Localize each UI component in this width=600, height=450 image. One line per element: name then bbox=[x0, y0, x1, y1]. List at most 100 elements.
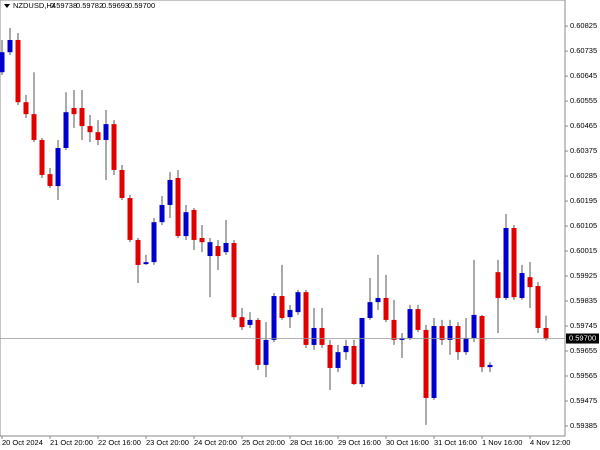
candle-body bbox=[503, 227, 509, 298]
y-tick-label: 0.60825 bbox=[570, 21, 597, 30]
candle-body bbox=[71, 108, 77, 115]
candle-body bbox=[335, 352, 341, 368]
candle-body bbox=[95, 132, 101, 140]
x-tick-label: 24 Oct 20:00 bbox=[194, 438, 237, 447]
candle-body bbox=[375, 297, 381, 303]
candle-body bbox=[103, 124, 109, 140]
y-tick-label: 0.59475 bbox=[570, 396, 597, 405]
candle-body bbox=[439, 326, 445, 340]
plot-frame bbox=[0, 0, 566, 437]
candle-body bbox=[183, 212, 189, 237]
x-tick-label: 25 Oct 20:00 bbox=[242, 438, 285, 447]
y-tick-label: 0.59925 bbox=[570, 271, 597, 280]
y-tick-label: 0.60645 bbox=[570, 71, 597, 80]
candle-body bbox=[399, 337, 405, 340]
candle-body bbox=[223, 242, 229, 253]
candle-body bbox=[239, 317, 245, 328]
candle-body bbox=[39, 139, 45, 175]
candle-body bbox=[431, 326, 437, 398]
y-tick-label: 0.60195 bbox=[570, 196, 597, 205]
y-tick-label: 0.60735 bbox=[570, 46, 597, 55]
candle-body bbox=[7, 39, 13, 53]
candle-body bbox=[343, 346, 349, 353]
candle-body bbox=[455, 326, 461, 353]
candle-body bbox=[263, 339, 269, 365]
candle-body bbox=[295, 292, 301, 313]
candle-body bbox=[463, 337, 469, 353]
candle-body bbox=[279, 296, 285, 318]
candle-body bbox=[175, 178, 181, 237]
candle-body bbox=[167, 179, 173, 205]
candle-body bbox=[407, 309, 413, 338]
candle-body bbox=[55, 148, 61, 187]
x-tick-label: 1 Nov 16:00 bbox=[482, 438, 522, 447]
x-tick-label: 29 Oct 16:00 bbox=[338, 438, 381, 447]
candle-body bbox=[351, 346, 357, 385]
candle-body bbox=[47, 174, 53, 187]
candle-body bbox=[23, 102, 29, 115]
x-tick-label: 31 Oct 16:00 bbox=[434, 438, 477, 447]
candle-body bbox=[63, 112, 69, 149]
candle-body bbox=[519, 272, 525, 298]
candle-body bbox=[303, 292, 309, 345]
candle-body bbox=[199, 237, 205, 243]
y-tick-label: 0.59655 bbox=[570, 346, 597, 355]
y-tick-label: 0.60105 bbox=[570, 221, 597, 230]
candle-body bbox=[159, 204, 165, 223]
candle-body bbox=[415, 309, 421, 330]
candle-body bbox=[215, 246, 221, 257]
candle-body bbox=[447, 326, 453, 340]
x-tick-label: 20 Oct 2024 bbox=[2, 438, 43, 447]
candle-body bbox=[287, 309, 293, 318]
candle-body bbox=[207, 242, 213, 257]
y-tick-label: 0.59565 bbox=[570, 371, 597, 380]
x-tick-label: 4 Nov 12:00 bbox=[530, 438, 570, 447]
header-low: 0.59693 bbox=[102, 1, 129, 10]
candle-body bbox=[31, 114, 37, 140]
candle-body bbox=[319, 327, 325, 345]
y-tick-label: 0.60375 bbox=[570, 146, 597, 155]
candle-body bbox=[383, 297, 389, 320]
menu-arrow[interactable] bbox=[4, 4, 10, 8]
x-tick-label: 28 Oct 16:00 bbox=[290, 438, 333, 447]
candle-body bbox=[127, 198, 133, 240]
symbol: NZDUSD,H4 bbox=[13, 1, 56, 10]
candle-body bbox=[423, 329, 429, 398]
x-tick-label: 21 Oct 20:00 bbox=[50, 438, 93, 447]
candle-body bbox=[79, 108, 85, 127]
candle-body bbox=[111, 124, 117, 170]
candle-body bbox=[231, 242, 237, 318]
y-tick-label: 0.60285 bbox=[570, 171, 597, 180]
y-tick-label: 0.59745 bbox=[570, 321, 597, 330]
candle-body bbox=[495, 272, 501, 298]
current-price-label: 0.59700 bbox=[569, 334, 596, 343]
candle-body bbox=[527, 277, 533, 288]
y-tick-label: 0.60555 bbox=[570, 96, 597, 105]
candle-body bbox=[543, 327, 549, 339]
y-tick-label: 0.59835 bbox=[570, 296, 597, 305]
x-tick-label: 22 Oct 16:00 bbox=[98, 438, 141, 447]
header-open: 0.59738 bbox=[50, 1, 77, 10]
x-tick-label: 23 Oct 20:00 bbox=[146, 438, 189, 447]
candle-body bbox=[535, 286, 541, 328]
candle-body bbox=[0, 52, 5, 73]
candle-body bbox=[511, 227, 517, 298]
candle-body bbox=[487, 364, 493, 368]
candle-body bbox=[359, 317, 365, 385]
candle-body bbox=[135, 239, 141, 265]
candle-body bbox=[271, 296, 277, 340]
candle-body bbox=[119, 169, 125, 199]
candle-body bbox=[247, 319, 253, 325]
y-tick-label: 0.60465 bbox=[570, 121, 597, 130]
candle-body bbox=[87, 126, 93, 133]
candle-body bbox=[151, 222, 157, 263]
candle-body bbox=[367, 302, 373, 318]
y-tick-label: 0.60015 bbox=[570, 246, 597, 255]
candle-body bbox=[143, 262, 149, 265]
current-price-box bbox=[566, 333, 599, 344]
header-high: 0.59782 bbox=[76, 1, 103, 10]
x-tick-label: 30 Oct 16:00 bbox=[386, 438, 429, 447]
candle-body bbox=[471, 314, 477, 338]
y-tick-label: 0.59385 bbox=[570, 421, 597, 430]
